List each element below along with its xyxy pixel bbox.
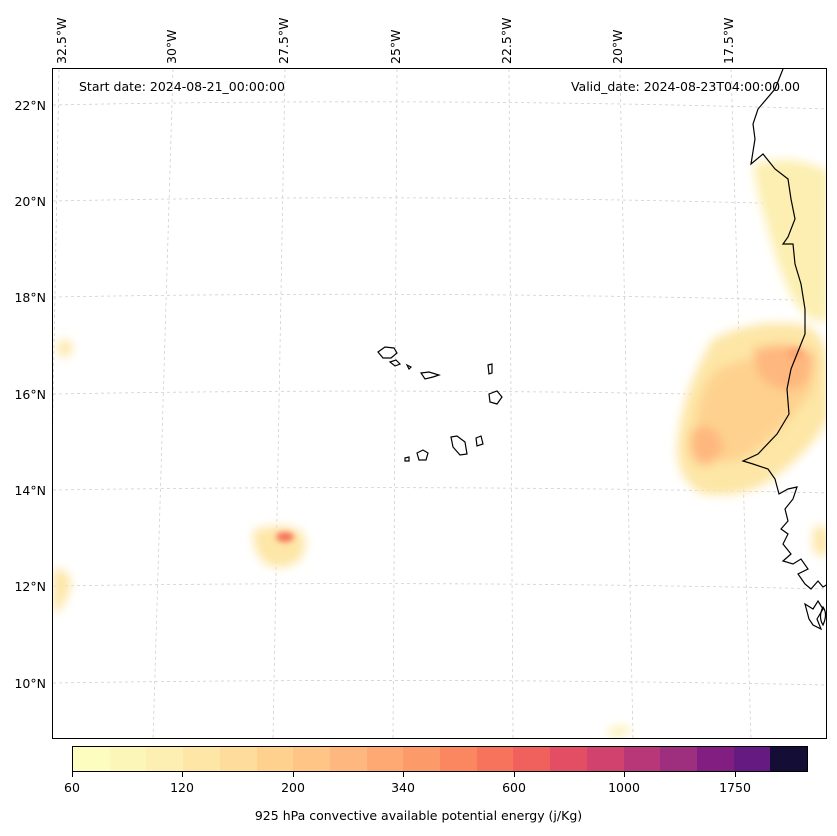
colorbar-tick-label: 60	[64, 780, 80, 795]
colorbar-title: 925 hPa convective available potential e…	[254, 808, 583, 823]
lat-label: 20°N	[14, 194, 46, 209]
colorbar-cell	[660, 747, 697, 771]
lon-label: 30°W	[164, 29, 179, 64]
colorbar-cell	[329, 747, 367, 771]
lon-label: 32.5°W	[54, 17, 69, 64]
colorbar-cell	[109, 747, 147, 771]
lon-label: 25°W	[388, 29, 403, 64]
colorbar-cell	[440, 747, 477, 771]
colorbar-cell	[586, 747, 624, 771]
island-sal	[487, 363, 493, 375]
cape-verde-islands	[377, 346, 503, 462]
colorbar-tick	[293, 772, 294, 777]
lat-label: 18°N	[14, 290, 46, 305]
colorbar-cell	[733, 747, 771, 771]
island-fogo	[416, 449, 429, 461]
colorbar-tick-label: 1000	[608, 780, 640, 795]
colorbar-cell	[256, 747, 294, 771]
colorbar-tick	[72, 772, 73, 777]
valid-date-label: Valid_date: 2024-08-23T04:00:00.00	[570, 79, 800, 94]
lat-label: 16°N	[14, 387, 46, 402]
colorbar-tick-label: 1750	[719, 780, 751, 795]
lon-label: 22.5°W	[499, 17, 514, 64]
map-panel: Start date: 2024-08-21_00:00:00 Valid_da…	[52, 68, 827, 739]
colorbar-cell	[219, 747, 257, 771]
lat-label: 10°N	[14, 676, 46, 691]
island-sao-vicente	[388, 359, 402, 367]
colorbar-tick	[624, 772, 625, 777]
island-brava	[404, 456, 410, 462]
colorbar-cell	[550, 747, 587, 771]
colorbar-cell	[146, 747, 184, 771]
lon-label: 27.5°W	[276, 17, 291, 64]
cape-field	[53, 160, 826, 737]
longitude-gridlines	[53, 69, 752, 738]
lat-label: 12°N	[14, 579, 46, 594]
colorbar-cell	[476, 747, 514, 771]
colorbar-cell	[366, 747, 404, 771]
colorbar-tick-label: 200	[281, 780, 305, 795]
lon-label: 20°W	[610, 29, 625, 64]
colorbar	[72, 746, 808, 772]
island-santiago	[450, 435, 468, 456]
colorbar-tick	[182, 772, 183, 777]
colorbar-tick-label: 340	[391, 780, 415, 795]
colorbar-cell	[696, 747, 734, 771]
island-maio	[475, 435, 484, 447]
colorbar-cell	[183, 747, 220, 771]
lat-label: 22°N	[14, 98, 46, 113]
colorbar-tick	[403, 772, 404, 777]
island-boa-vista	[488, 390, 503, 405]
colorbar-cell	[403, 747, 441, 771]
lat-label: 14°N	[14, 483, 46, 498]
latitude-gridlines	[53, 101, 826, 686]
colorbar-cell	[73, 747, 110, 771]
colorbar-cell	[293, 747, 330, 771]
colorbar-cell	[623, 747, 661, 771]
colorbar-cell	[770, 747, 808, 771]
colorbar-tick-label: 600	[502, 780, 526, 795]
colorbar-tick-label: 120	[170, 780, 194, 795]
island-sao-nicolau	[419, 371, 441, 380]
coastline	[741, 69, 826, 631]
start-date-label: Start date: 2024-08-21_00:00:00	[79, 79, 285, 94]
island-santa-luzia	[405, 363, 413, 371]
colorbar-tick	[514, 772, 515, 777]
colorbar-cell	[513, 747, 551, 771]
island-santo-antao	[377, 346, 398, 359]
map-canvas	[53, 69, 826, 738]
lon-label: 17.5°W	[721, 17, 736, 64]
colorbar-tick	[735, 772, 736, 777]
